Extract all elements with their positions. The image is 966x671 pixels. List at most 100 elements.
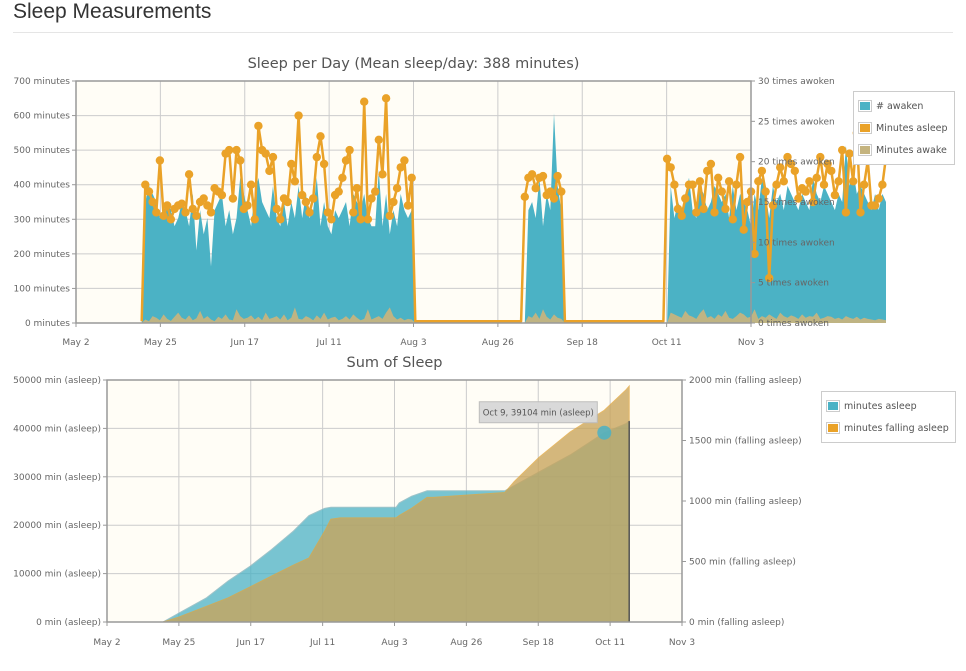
asleep-point [192, 211, 201, 220]
legend-item: Minutes awake [858, 139, 948, 161]
y-left-tick-label: 40000 min (asleep) [13, 424, 101, 434]
asleep-point [834, 177, 843, 186]
y-right-tick-label: 10 times awoken [758, 238, 835, 248]
y-left-tick-label: 20000 min (asleep) [13, 521, 101, 531]
asleep-point [345, 145, 354, 155]
legend-label: Minutes awake [876, 144, 947, 156]
asleep-point [801, 187, 810, 196]
tooltip: Oct 9, 39104 min (asleep) [478, 401, 598, 424]
legend-swatch-frame [858, 122, 872, 134]
asleep-point [389, 197, 398, 207]
asleep-point [827, 166, 836, 176]
tooltip-box [478, 401, 598, 424]
asleep-point [765, 273, 774, 283]
asleep-point [188, 204, 197, 214]
asleep-point [732, 180, 741, 189]
asleep-point [706, 159, 716, 169]
asleep-point [662, 154, 672, 163]
y-right-tick-label: 1000 min (falling asleep) [689, 497, 802, 507]
legend-label: # awaken [876, 100, 924, 112]
asleep-point [228, 194, 238, 203]
tooltip-point [597, 425, 612, 440]
y-left-tick-label: 0 min (asleep) [36, 618, 101, 628]
asleep-point [225, 145, 234, 155]
y-left-tick-label: 200 minutes [14, 250, 71, 260]
legend-swatch [828, 402, 838, 410]
x-tick-label: Aug 3 [400, 338, 426, 348]
asleep-point [283, 197, 292, 207]
asleep-point [276, 215, 285, 224]
chart-title: Sleep per Day (Mean sleep/day: 388 minut… [248, 56, 580, 72]
asleep-point [878, 180, 887, 189]
asleep-point [692, 208, 701, 217]
asleep-point [378, 170, 387, 179]
y-right-tick-label: 15 times awoken [758, 198, 835, 208]
tooltip-text: Oct 9, 39104 min (asleep) [483, 409, 594, 419]
y-left-tick-label: 100 minutes [14, 284, 71, 294]
asleep-point [363, 215, 373, 224]
asleep-point [757, 166, 767, 176]
y-right-tick-label: 20 times awoken [758, 158, 835, 168]
y-right-tick-label: 2000 min (falling asleep) [689, 376, 802, 386]
asleep-point [400, 156, 409, 165]
legend-label: minutes asleep [844, 400, 917, 412]
asleep-point [688, 180, 697, 189]
legend-swatch [860, 102, 870, 110]
asleep-point [553, 171, 562, 181]
legend-item: minutes falling asleep [826, 417, 949, 439]
y-left-tick-label: 600 minutes [14, 112, 71, 122]
asleep-point [717, 187, 726, 196]
asleep-point [327, 215, 336, 224]
asleep-point [673, 204, 683, 214]
asleep-point [721, 204, 730, 214]
asleep-point [699, 204, 708, 214]
x-tick-label: Oct 11 [652, 338, 682, 348]
asleep-point [203, 201, 212, 210]
x-tick-label: Oct 11 [595, 638, 625, 648]
legend-swatch-frame [826, 400, 840, 412]
y-left-tick-label: 300 minutes [14, 215, 71, 225]
asleep-point [356, 215, 365, 224]
asleep-point [703, 166, 712, 176]
asleep-point [874, 194, 883, 203]
asleep-point [184, 170, 194, 179]
asleep-point [849, 177, 858, 186]
legend-item: Minutes asleep [858, 117, 948, 139]
asleep-point [298, 190, 307, 200]
sum-of-sleep-legend: minutes asleep minutes falling asleep [821, 391, 956, 443]
asleep-point [856, 208, 865, 217]
y-right-tick-label: 0 min (falling asleep) [689, 618, 784, 628]
asleep-point [385, 211, 394, 220]
asleep-point [838, 145, 847, 155]
legend-label: minutes falling asleep [844, 422, 949, 434]
asleep-point [772, 180, 781, 189]
title-divider [13, 32, 953, 33]
asleep-point [360, 97, 369, 106]
asleep-point [250, 215, 259, 224]
y-right-tick-label: 5 times awoken [758, 279, 829, 289]
x-tick-label: May 2 [62, 338, 89, 348]
asleep-point [155, 156, 165, 165]
asleep-point [670, 180, 679, 189]
asleep-point [309, 194, 318, 203]
y-left-tick-label: 500 minutes [14, 146, 71, 156]
y-right-tick-label: 0 times awoken [758, 319, 829, 329]
asleep-point [367, 194, 376, 203]
y-right-tick-label: 30 times awoken [758, 77, 835, 87]
asleep-point [830, 190, 840, 200]
asleep-point [743, 197, 752, 207]
asleep-point [695, 177, 705, 186]
asleep-point [319, 159, 329, 169]
asleep-point [349, 208, 358, 217]
asleep-point [254, 121, 263, 131]
awaken-area [141, 113, 886, 323]
asleep-point [819, 180, 829, 189]
legend-swatch-frame [826, 422, 840, 434]
asleep-point [246, 180, 256, 189]
asleep-point [805, 177, 814, 186]
asleep-point [334, 187, 343, 196]
asleep-point [816, 152, 825, 162]
asleep-point [312, 152, 321, 162]
asleep-point [265, 166, 274, 176]
asleep-point [144, 187, 154, 196]
